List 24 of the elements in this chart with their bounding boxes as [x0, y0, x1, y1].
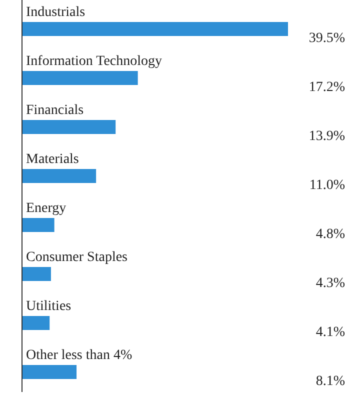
bar	[22, 120, 116, 134]
data-label: 17.2%	[308, 80, 346, 95]
y-tick-label: Information Technology	[26, 54, 162, 69]
data-label: 4.8%	[316, 227, 346, 242]
bar	[22, 267, 51, 281]
bar	[22, 316, 50, 330]
bar	[22, 22, 288, 36]
data-label: 4.1%	[316, 325, 346, 340]
y-tick-label: Financials	[26, 103, 84, 118]
data-label: 8.1%	[316, 374, 346, 389]
bar	[22, 218, 54, 232]
data-label: 4.3%	[316, 276, 346, 291]
bar	[22, 71, 138, 85]
bar	[22, 365, 77, 379]
data-label: 13.9%	[308, 129, 346, 144]
y-tick-label: Consumer Staples	[26, 250, 128, 265]
y-tick-label: Utilities	[26, 299, 72, 314]
y-tick-label: Other less than 4%	[26, 348, 132, 363]
y-tick-label: Materials	[26, 152, 79, 167]
bar	[22, 169, 96, 183]
data-label: 11.0%	[309, 178, 346, 193]
y-tick-label: Energy	[26, 201, 66, 216]
y-tick-label: Industrials	[26, 5, 86, 20]
data-label: 39.5%	[308, 31, 346, 46]
